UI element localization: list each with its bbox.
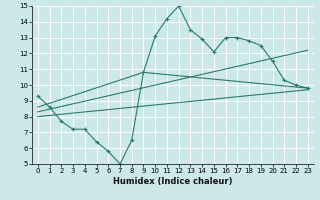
X-axis label: Humidex (Indice chaleur): Humidex (Indice chaleur) (113, 177, 233, 186)
